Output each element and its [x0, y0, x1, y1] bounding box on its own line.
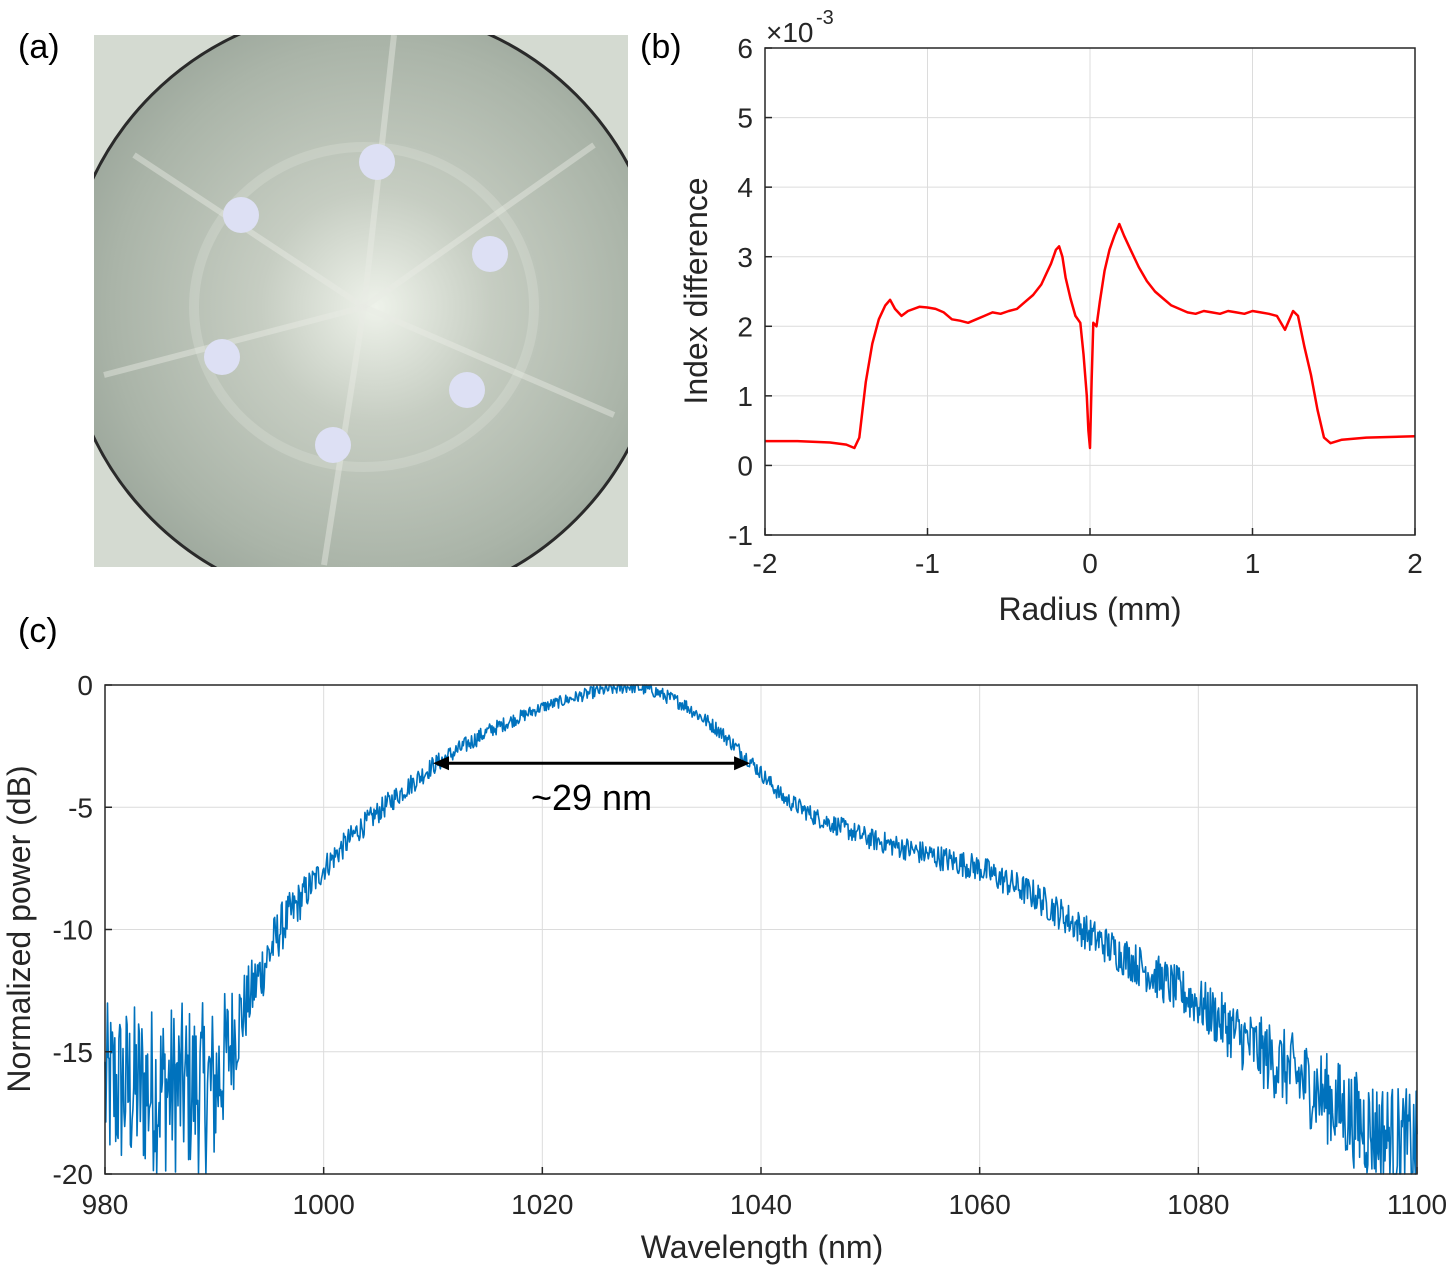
b-series-line [765, 222, 1416, 450]
b-multiplier-base: ×10 [766, 17, 814, 48]
fiber-cross-section-image [94, 35, 628, 567]
b-xtick-label-4: 2 [1407, 548, 1423, 579]
b-multiplier-exp: -3 [816, 7, 834, 29]
c-xlabel: Wavelength (nm) [641, 1229, 883, 1265]
b-ytick-label-2: 1 [737, 381, 753, 412]
air-hole-4 [204, 339, 240, 375]
fiber-cladding [94, 35, 628, 567]
c-annotation-arrow-right [734, 756, 751, 771]
air-hole-3 [472, 236, 508, 272]
c-ytick-label-2: -10 [53, 915, 93, 946]
c-bandwidth-annotation: ~29 nm [433, 756, 751, 818]
c-ytick-label-3: -5 [68, 792, 93, 823]
air-hole-1 [359, 144, 395, 180]
b-ytick-label-5: 4 [737, 172, 753, 203]
c-xtick-label-5: 1080 [1167, 1189, 1229, 1220]
air-hole-dots [204, 144, 508, 463]
b-xtick-label-3: 1 [1245, 548, 1261, 579]
b-xtick-label-0: -2 [753, 548, 778, 579]
c-ylabel: Normalized power (dB) [1, 765, 37, 1092]
b-series [765, 222, 1416, 450]
b-xtick-label-2: 0 [1082, 548, 1098, 579]
b-ylabel: Index difference [678, 177, 714, 404]
b-ytick-label-6: 5 [737, 103, 753, 134]
b-ytick-label-0: -1 [728, 520, 753, 551]
c-ticks: 980 1000 1020 1040 1060 1080 1100 -20 -15 -10 -5 0 [53, 670, 1448, 1220]
b-ytick-label-3: 2 [737, 311, 753, 342]
air-hole-2 [223, 197, 259, 233]
c-annotation-arrow-left [433, 756, 449, 771]
b-ytick-label-7: 6 [737, 33, 753, 64]
c-series [104, 684, 1418, 1175]
b-ytick-label-1: 0 [737, 451, 753, 482]
c-xtick-label-3: 1040 [730, 1189, 792, 1220]
b-xtick-label-1: -1 [915, 548, 940, 579]
c-xtick-label-4: 1060 [949, 1189, 1011, 1220]
air-hole-6 [315, 427, 351, 463]
c-ytick-label-1: -15 [53, 1037, 93, 1068]
c-xtick-label-6: 1100 [1387, 1189, 1447, 1220]
panel-label-c: (c) [18, 612, 58, 650]
c-grid [104, 684, 1418, 1175]
c-annotation-label: ~29 nm [531, 777, 652, 818]
c-xtick-label-1: 1000 [293, 1189, 355, 1220]
b-xlabel: Radius (mm) [998, 591, 1181, 627]
panel-label-b: (b) [640, 28, 682, 66]
c-ytick-label-0: -20 [53, 1159, 93, 1190]
panel-label-a: (a) [18, 28, 60, 66]
c-series-line [104, 684, 1418, 1175]
b-ytick-label-4: 3 [737, 242, 753, 273]
c-xtick-label-2: 1020 [511, 1189, 573, 1220]
air-hole-5 [449, 372, 485, 408]
c-ytick-label-4: 0 [77, 670, 93, 701]
c-xtick-label-0: 980 [82, 1189, 129, 1220]
